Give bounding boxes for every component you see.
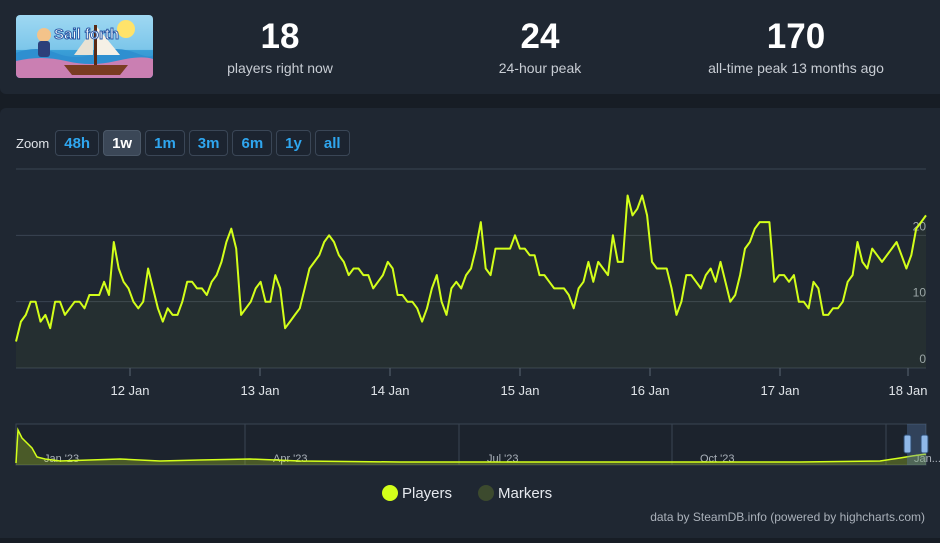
x-tick-label: 13 Jan xyxy=(240,383,279,398)
navigator-frame xyxy=(15,423,927,466)
zoom-label: Zoom xyxy=(16,135,50,151)
chart-credit[interactable]: data by SteamDB.info (powered by highcha… xyxy=(650,510,925,524)
x-tick-label: 16 Jan xyxy=(630,383,669,398)
navigator-handle-right[interactable] xyxy=(920,434,929,454)
sailboat-logo-image: Sail forth xyxy=(16,20,153,78)
stats-panel: Sail forth 18 players right now 24 24-ho… xyxy=(0,0,940,94)
navigator-x-label: Jan '23 xyxy=(44,453,79,465)
navigator-selection[interactable] xyxy=(907,424,926,465)
x-tick-label: 14 Jan xyxy=(370,383,409,398)
zoom-button-6m[interactable]: 6m xyxy=(232,130,273,156)
x-tick-label: 12 Jan xyxy=(110,383,149,398)
players-area xyxy=(16,195,926,368)
navigator-x-label: Jan... xyxy=(914,453,940,465)
navigator-handle-left[interactable] xyxy=(903,434,912,454)
legend-players-label[interactable]: Players xyxy=(402,485,452,502)
alltime-label: all-time peak 13 months ago xyxy=(708,60,884,76)
chart-panel: 0 10 20 12 Jan 13 Jan 14 Jan 15 Jan 16 Jan 17 Ja… xyxy=(0,108,940,538)
zoom-button-1y[interactable]: 1y xyxy=(276,130,311,156)
y-tick-label: 0 xyxy=(919,352,926,366)
peak24-value: 24 xyxy=(520,17,560,56)
zoom-button-48h[interactable]: 48h xyxy=(55,130,100,156)
zoom-button-1w[interactable]: 1w xyxy=(103,130,142,156)
alltime-value: 170 xyxy=(766,17,826,56)
legend-players-marker[interactable] xyxy=(382,485,398,501)
navigator-x-label: Apr '23 xyxy=(273,453,308,465)
x-tick-label: 15 Jan xyxy=(500,383,539,398)
zoom-button-all[interactable]: all xyxy=(314,130,350,156)
stat-players-now: 18 players right now xyxy=(210,17,350,77)
x-tick-label: 17 Jan xyxy=(760,383,799,398)
peak24-label: 24-hour peak xyxy=(498,60,582,76)
x-tick-label: 18 Jan xyxy=(888,383,927,398)
legend-markers-label[interactable]: Markers xyxy=(498,485,552,502)
navigator-area xyxy=(16,430,926,465)
logo-text: Sail forth xyxy=(54,26,119,43)
game-thumbnail[interactable]: Sail forth xyxy=(16,15,153,78)
y-tick-label: 10 xyxy=(913,286,927,300)
navigator-line xyxy=(15,427,927,464)
players-now-label: players right now xyxy=(227,60,333,76)
stat-24h-peak: 24 24-hour peak xyxy=(470,17,610,77)
zoom-controls: Zoom 48h 1w 1m 3m 6m 1y all xyxy=(16,129,354,157)
zoom-button-1m[interactable]: 1m xyxy=(145,130,185,156)
players-line[interactable] xyxy=(15,194,927,342)
players-now-value: 18 xyxy=(260,17,300,56)
zoom-button-3m[interactable]: 3m xyxy=(188,130,229,156)
legend-markers-marker[interactable] xyxy=(478,485,494,501)
stat-alltime-peak: 170 all-time peak 13 months ago xyxy=(690,17,902,77)
